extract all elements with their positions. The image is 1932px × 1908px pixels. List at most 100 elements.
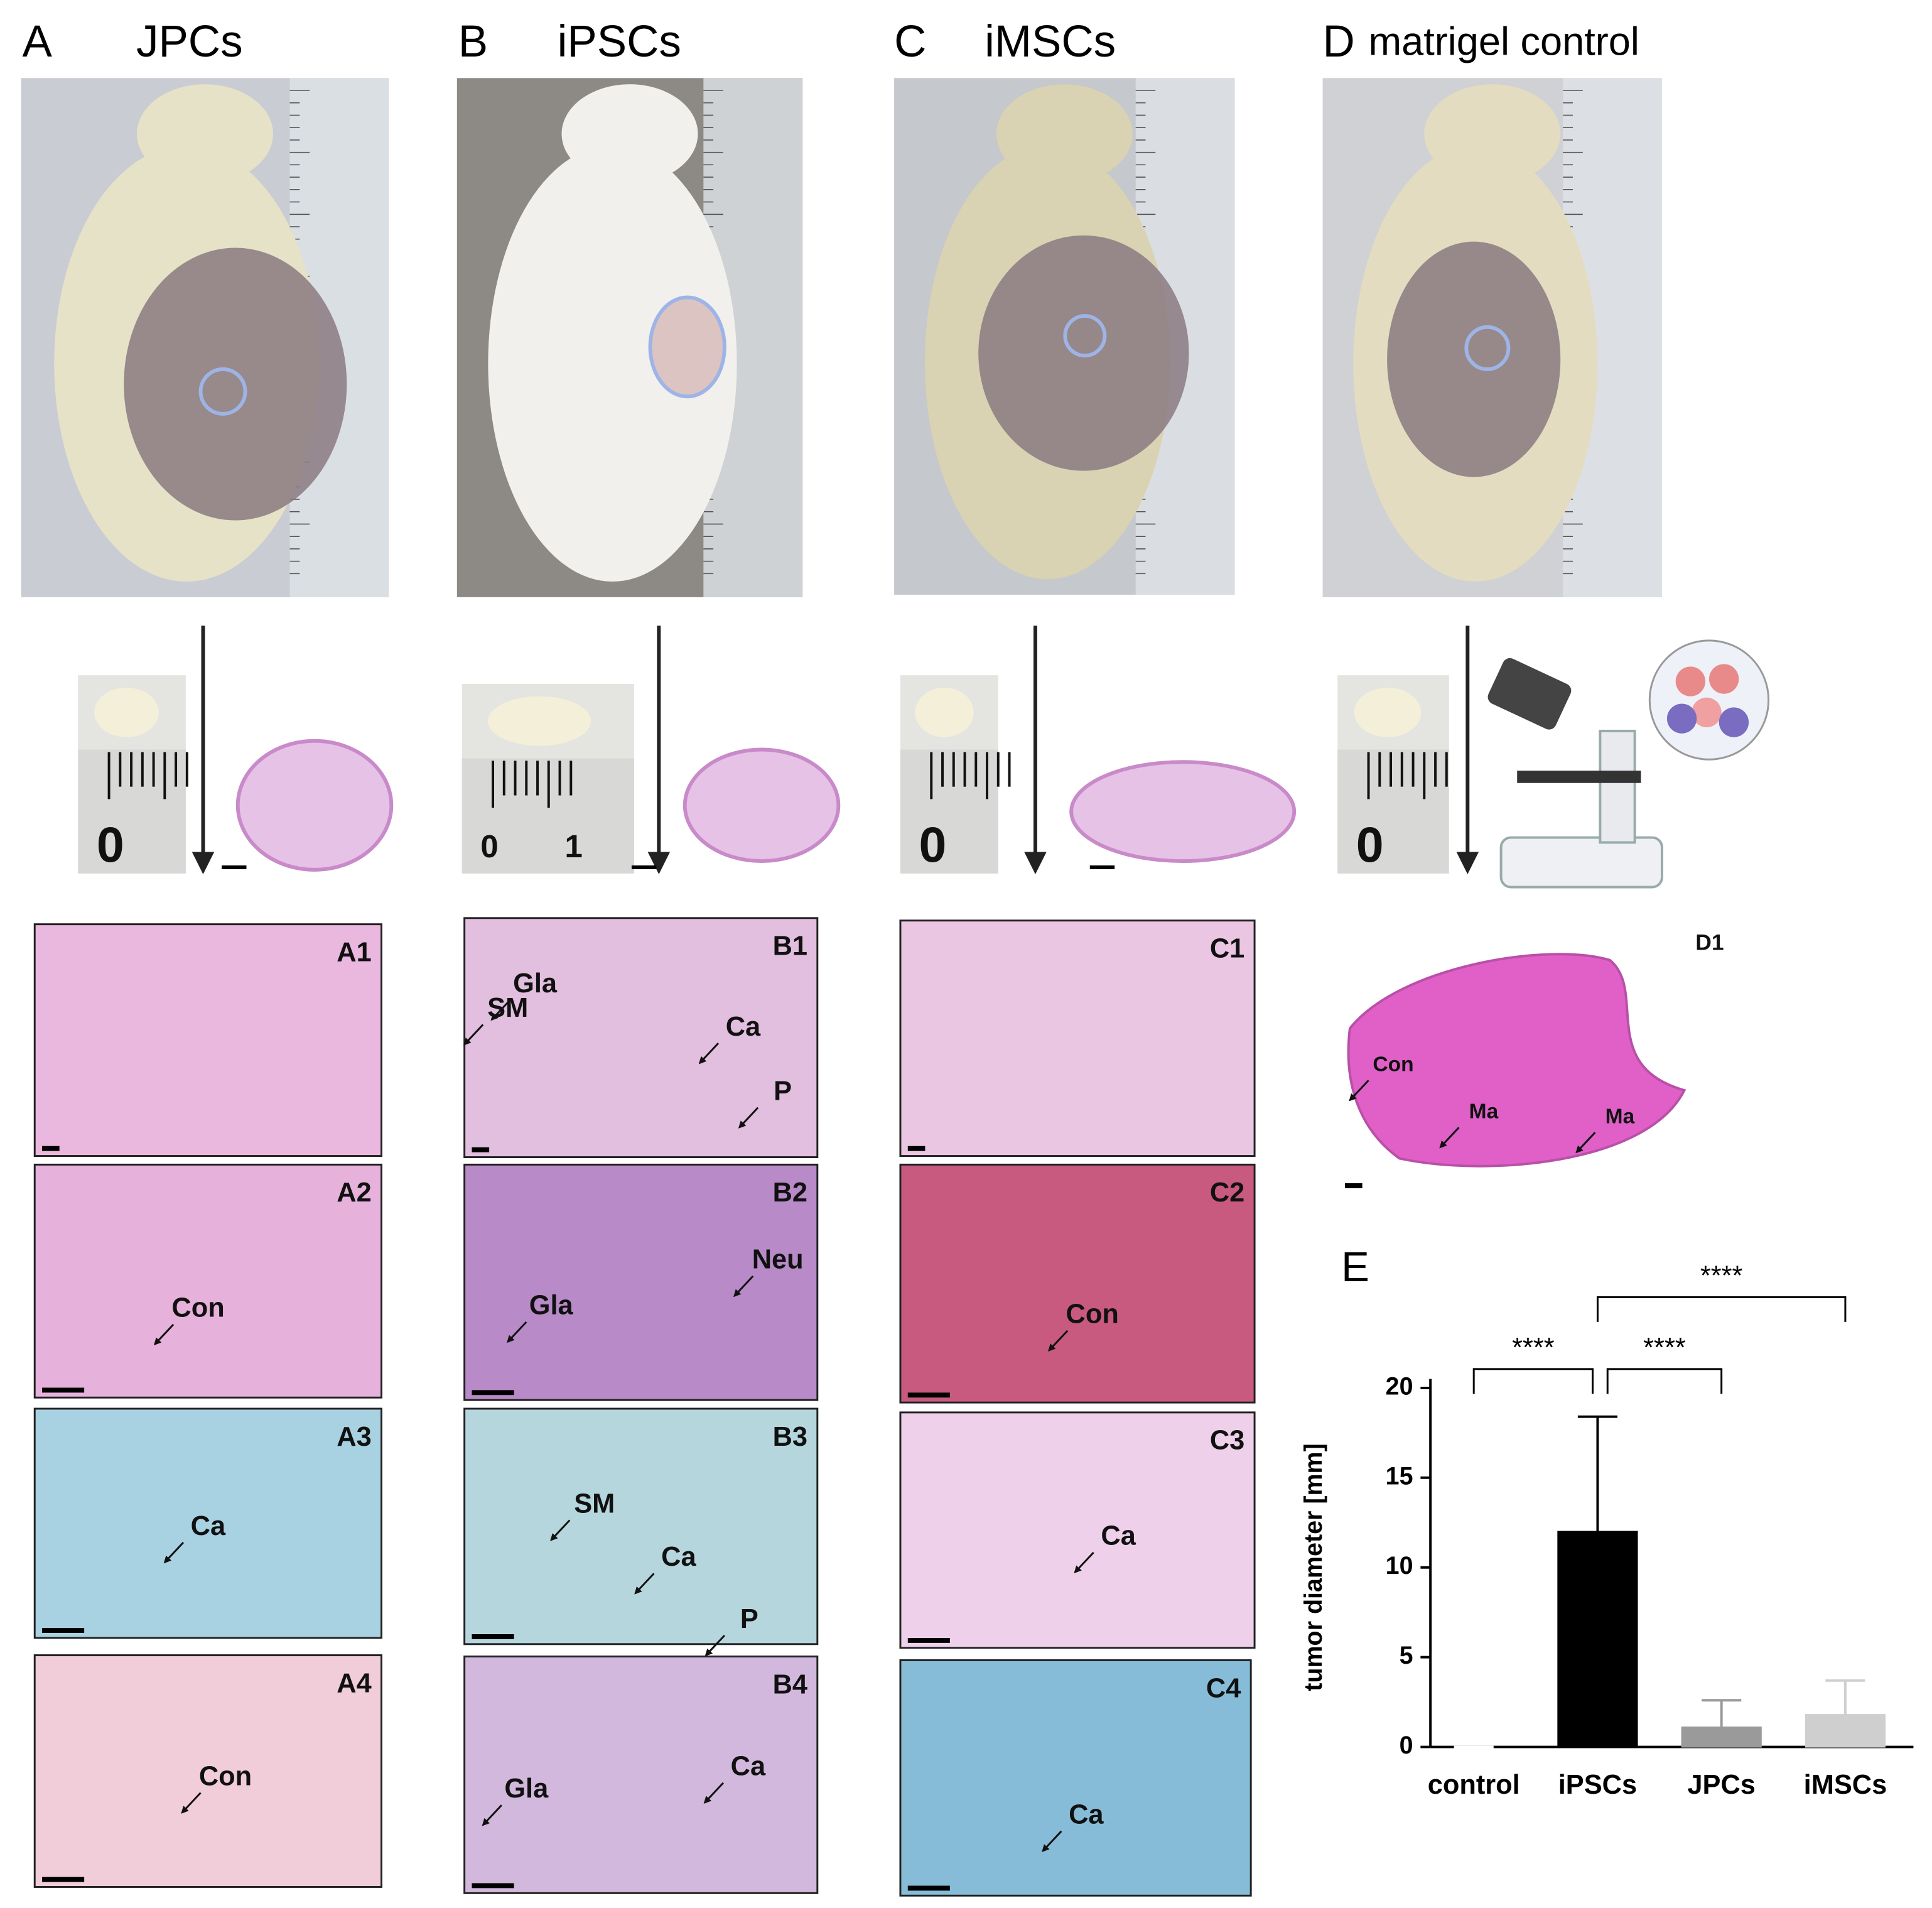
scale-label: 1 — [564, 828, 583, 864]
x-tick-label: iPSCs — [1558, 1770, 1637, 1800]
annotation: Ca — [731, 1752, 766, 1782]
x-tick-label: JPCs — [1687, 1770, 1756, 1800]
y-axis-label: tumor diameter [mm] — [1300, 1443, 1327, 1691]
shaved-skin — [124, 247, 347, 521]
chart-label: E — [1341, 1244, 1369, 1291]
significance-label: **** — [1512, 1333, 1555, 1363]
tumor-ring — [1063, 314, 1107, 358]
panel-letter: A — [23, 17, 53, 67]
histology-image — [463, 917, 819, 1159]
panel-label: A1 — [337, 937, 371, 967]
panel-label: A4 — [337, 1668, 371, 1698]
tumor — [94, 687, 159, 737]
panel-label: C4 — [1206, 1673, 1241, 1703]
panel-label: A3 — [337, 1422, 371, 1452]
scale-ruler — [1337, 749, 1449, 874]
panel-label: B4 — [773, 1669, 807, 1699]
x-tick-label: iMSCs — [1804, 1770, 1887, 1800]
mouse-head — [996, 84, 1133, 183]
microscope-base — [1499, 836, 1663, 889]
annotation-arrow — [698, 1043, 720, 1065]
annotation: Neu — [752, 1245, 804, 1275]
annotation-arrow — [733, 1275, 754, 1298]
histology-image — [899, 1411, 1256, 1649]
error-bar — [1825, 1679, 1865, 1715]
tumor-ring — [1464, 325, 1511, 371]
significance-bracket — [1596, 1296, 1847, 1322]
tumor — [487, 696, 591, 746]
annotation-arrow — [163, 1542, 184, 1564]
annotation: Ma — [1606, 1105, 1635, 1128]
tissue-section — [683, 747, 841, 864]
histology-image — [899, 1163, 1256, 1404]
cell — [1692, 697, 1722, 727]
annotation-arrow — [1042, 1830, 1062, 1852]
column-title: JPCs — [136, 17, 243, 67]
panel-label: B2 — [773, 1178, 807, 1208]
annotation: Ca — [726, 1012, 761, 1042]
microscope-stage — [1517, 771, 1641, 783]
annotation: Ca — [661, 1542, 696, 1572]
y-tick-label: 15 — [1386, 1462, 1413, 1490]
panel-label: B3 — [773, 1422, 807, 1452]
panel-label: C3 — [1210, 1426, 1244, 1456]
mouse-head — [561, 84, 698, 183]
cell — [1708, 664, 1739, 694]
error-bar — [1577, 1415, 1618, 1532]
tumor-ring — [198, 367, 247, 416]
panel-label: C1 — [1210, 934, 1244, 964]
annotation-arrow — [1048, 1330, 1069, 1352]
annotation: Ca — [1069, 1799, 1104, 1829]
histology-image — [33, 1407, 382, 1639]
significance-bracket — [1606, 1368, 1723, 1394]
panel-letter: B — [458, 17, 488, 67]
microscope-head — [1487, 658, 1572, 730]
shaved-skin — [978, 235, 1189, 471]
y-tick-label: 10 — [1386, 1552, 1413, 1580]
tissue-section — [1069, 760, 1297, 864]
column-title: matrigel control — [1369, 20, 1639, 64]
scale-label: 0 — [97, 817, 124, 872]
histology-image — [899, 1659, 1252, 1897]
annotation-arrow — [1439, 1127, 1460, 1149]
annotation: Ca — [1101, 1521, 1136, 1551]
scale-label: 0 — [480, 828, 499, 864]
y-tick-label: 5 — [1400, 1642, 1413, 1669]
annotation-arrow — [704, 1634, 725, 1657]
microscope-arm — [1599, 729, 1636, 844]
histology-image — [33, 923, 382, 1157]
y-tick-label: 20 — [1386, 1372, 1413, 1400]
cell — [1675, 666, 1706, 697]
significance-label: **** — [1700, 1260, 1743, 1291]
histology-image — [33, 1654, 382, 1888]
annotation-arrow — [738, 1107, 759, 1129]
annotation: Con — [1066, 1299, 1119, 1330]
column-title: iMSCs — [985, 17, 1116, 67]
significance-label: **** — [1643, 1333, 1686, 1363]
annotation-arrow — [550, 1519, 571, 1541]
annotation: P — [774, 1076, 792, 1106]
shaved-skin — [650, 297, 725, 397]
annotation: SM — [487, 993, 528, 1023]
annotation: Gla — [529, 1291, 574, 1321]
significance-bracket — [1472, 1368, 1594, 1394]
panel-label: C2 — [1210, 1178, 1244, 1208]
panel-letter: C — [894, 17, 926, 67]
tumor — [1354, 687, 1422, 737]
annotation: Ca — [191, 1511, 226, 1541]
bar — [1805, 1714, 1886, 1748]
histology-image — [463, 1163, 819, 1401]
mouse-body — [488, 145, 737, 582]
shaved-skin — [1387, 241, 1561, 477]
annotation: Con — [1373, 1053, 1413, 1076]
histology-image — [33, 1163, 382, 1399]
tumor-ring — [648, 295, 726, 399]
annotation: P — [740, 1604, 758, 1634]
tissue-section — [235, 739, 394, 872]
panel-label: B1 — [773, 931, 807, 962]
annotation-arrow — [463, 1024, 484, 1046]
annotation-arrow — [703, 1782, 724, 1804]
annotation-arrow — [482, 1804, 502, 1826]
histology-image — [899, 919, 1256, 1157]
